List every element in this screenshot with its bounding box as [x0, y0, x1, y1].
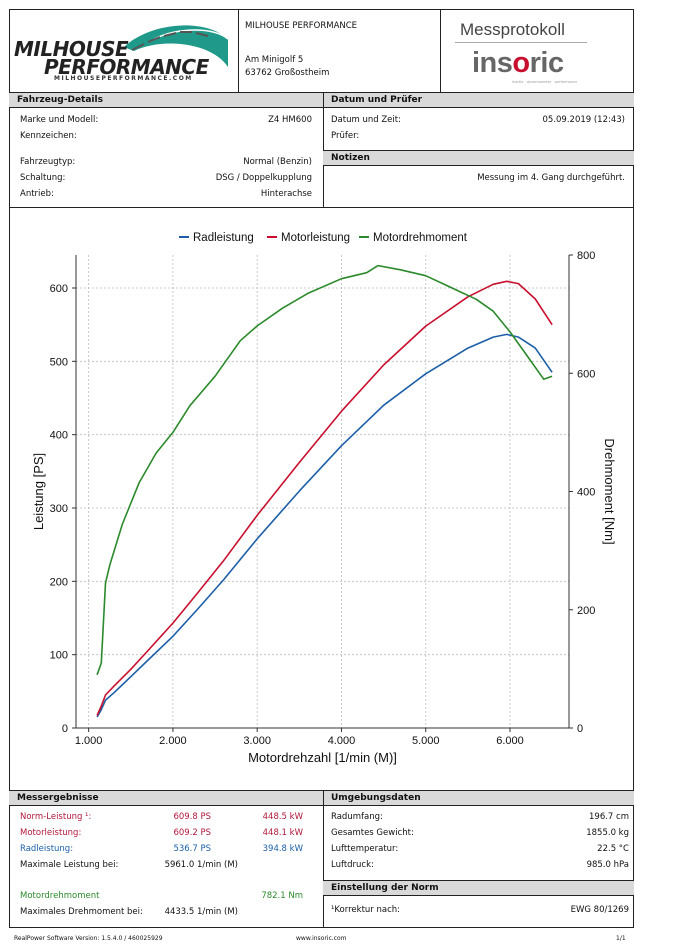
legend-label: Radleistung — [193, 232, 254, 244]
header-divider-2 — [440, 9, 441, 92]
milhouse-logo: MILHOUSE PERFORMANCE MILHOUSEPERFORMANCE… — [14, 17, 236, 83]
datum-label: Datum und Zeit: — [331, 115, 401, 125]
norm-value: EWG 80/1269 — [570, 905, 629, 915]
brand-pre: ins — [472, 47, 513, 79]
result-label: Radleistung: — [20, 844, 74, 854]
x-tick-label: 2.000 — [159, 735, 187, 747]
chart-axes: 1.000 2.000 3.000 4.000 5.000 6.000 0 100 200 300… — [31, 250, 617, 765]
ambient-value: 22.5 °C — [597, 844, 629, 854]
footer-page: 1/1 — [616, 935, 626, 942]
chart-grid — [76, 255, 569, 729]
header-divider-1 — [238, 9, 239, 92]
series-line-radleistung — [96, 333, 553, 718]
insoric-logo: insoric — [472, 47, 564, 80]
results-heading: Messergebnisse — [9, 790, 324, 806]
report-frame — [9, 9, 634, 928]
details-bottom-line — [9, 207, 634, 208]
y-tick-label: 400 — [50, 430, 68, 442]
vehicle-value: Hinterachse — [260, 189, 312, 199]
y2-tick-label: 400 — [577, 487, 595, 499]
y2-tick-label: 0 — [577, 723, 583, 735]
torque-value: 782.1 Nm — [261, 891, 303, 901]
max-torque-label: Maximales Drehmoment bei: — [20, 907, 143, 917]
notizen-heading: Notizen — [323, 150, 634, 166]
pruefer-label: Prüfer: — [331, 131, 360, 141]
logo-line1: MILHOUSE — [14, 37, 129, 61]
vehicle-label: Fahrzeugtyp: — [20, 157, 76, 167]
logo-url: MILHOUSEPERFORMANCE.COM — [54, 75, 193, 82]
x-axis-label: Motordrehzahl [1/min (M)] — [248, 750, 397, 765]
x-tick-label: 3.000 — [243, 735, 271, 747]
results-divider — [323, 790, 324, 928]
ambient-label: Lufttemperatur: — [331, 844, 399, 854]
result-label: Norm-Leistung ¹: — [20, 812, 92, 822]
ambient-label: Luftdruck: — [331, 860, 374, 870]
brand-post: ric — [529, 47, 564, 79]
y2-tick-label: 800 — [577, 250, 595, 262]
ambient-value: 1855.0 kg — [586, 828, 629, 838]
legend-label: Motordrehmoment — [373, 232, 468, 244]
result-ps: 609.8 PS — [173, 812, 211, 822]
x-tick-label: 4.000 — [328, 735, 356, 747]
norm-label: ¹Korrektur nach: — [331, 905, 401, 915]
chart-legend: Radleistung Motorleistung Motordrehmoment — [179, 232, 468, 244]
max-torque-value: 4433.5 1/min (M) — [164, 907, 238, 917]
result-ps: 609.2 PS — [173, 828, 211, 838]
y-tick-label: 0 — [62, 723, 68, 735]
vehicle-value: Normal (Benzin) — [243, 157, 312, 167]
result-kw: 448.1 kW — [262, 828, 303, 838]
x-tick-label: 1.000 — [75, 735, 103, 747]
legend-label: Motorleistung — [281, 232, 350, 244]
ambient-label: Gesamtes Gewicht: — [331, 828, 414, 838]
y2-axis-label: Drehmoment [Nm] — [602, 438, 617, 544]
norm-heading: Einstellung der Norm — [323, 880, 634, 896]
chart-series — [96, 264, 553, 718]
ambient-value: 196.7 cm — [589, 812, 629, 822]
vehicle-heading: Fahrzeug-Details — [9, 92, 324, 108]
company-city: 63762 Großostheim — [245, 68, 330, 78]
footer-software: RealPower Software Version: 1.5.4.0 / 46… — [14, 935, 163, 942]
brand-tagline: inertia · dynamometer · performance — [512, 80, 578, 84]
protocol-title: Messprotokoll — [460, 20, 565, 39]
x-tick-label: 5.000 — [412, 735, 440, 747]
brand-o: o — [512, 47, 530, 79]
result-label: Motorleistung: — [20, 828, 82, 838]
company-name: MILHOUSE PERFORMANCE — [245, 21, 358, 31]
max-power-label: Maximale Leistung bei: — [20, 860, 119, 870]
y-tick-label: 500 — [50, 356, 68, 368]
y2-tick-label: 200 — [577, 605, 595, 617]
logo-line2: PERFORMANCE — [44, 55, 209, 79]
vehicle-label: Marke und Modell: — [20, 115, 99, 125]
vehicle-label: Kennzeichen: — [20, 131, 77, 141]
vehicle-label: Antrieb: — [20, 189, 54, 199]
protocol-underline — [455, 42, 587, 43]
datum-value: 05.09.2019 (12:43) — [542, 115, 626, 125]
datum-heading: Datum und Prüfer — [323, 92, 634, 108]
result-kw: 448.5 kW — [262, 812, 303, 822]
company-street: Am Minigolf 5 — [245, 55, 304, 65]
notizen-text: Messung im 4. Gang durchgeführt. — [477, 173, 625, 183]
y-axis-label: Leistung [PS] — [31, 453, 46, 530]
series-line-motorleistung — [96, 280, 553, 716]
footer-website: www.insoric.com — [296, 935, 347, 942]
torque-label: Motordrehmoment — [20, 891, 100, 901]
x-tick-label: 6.000 — [496, 735, 524, 747]
vehicle-value: DSG / Doppelkupplung — [215, 173, 312, 183]
ambient-heading: Umgebungsdaten — [323, 790, 634, 806]
result-kw: 394.8 kW — [262, 844, 303, 854]
logo-swoosh-icon — [124, 25, 229, 67]
y-tick-label: 200 — [50, 576, 68, 588]
ambient-value: 985.0 hPa — [586, 860, 629, 870]
vehicle-value: Z4 HM600 — [268, 115, 312, 125]
power-torque-chart: 1.000 2.000 3.000 4.000 5.000 6.000 0 100 200 300… — [31, 232, 617, 765]
vehicle-label: Schaltung: — [20, 173, 66, 183]
max-power-value: 5961.0 1/min (M) — [164, 860, 238, 870]
series-line-motordrehmoment — [96, 264, 553, 676]
ambient-label: Radumfang: — [331, 812, 383, 822]
y2-tick-label: 600 — [577, 368, 595, 380]
result-ps: 536.7 PS — [173, 844, 211, 854]
y-tick-label: 300 — [50, 503, 68, 515]
y-tick-label: 100 — [50, 650, 68, 662]
y-tick-label: 600 — [50, 283, 68, 295]
